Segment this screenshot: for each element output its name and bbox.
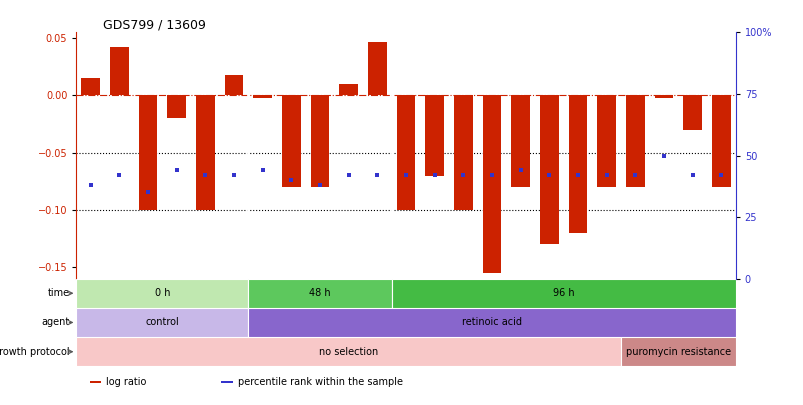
Bar	[282, 96, 300, 187]
Text: agent: agent	[42, 318, 70, 328]
Bar	[310, 96, 329, 187]
Bar	[568, 96, 586, 233]
Bar	[81, 78, 100, 96]
Text: time: time	[47, 288, 70, 298]
Bar	[89, 381, 101, 383]
Text: log ratio: log ratio	[106, 377, 146, 387]
Bar	[425, 96, 443, 175]
Bar	[626, 96, 644, 187]
Bar	[597, 96, 615, 187]
Text: percentile rank within the sample: percentile rank within the sample	[238, 377, 402, 387]
Text: retinoic acid: retinoic acid	[462, 318, 521, 328]
Bar	[396, 96, 415, 210]
Bar	[540, 96, 558, 244]
Bar	[196, 96, 214, 210]
Bar	[76, 337, 620, 367]
Bar	[139, 96, 157, 210]
Text: growth protocol: growth protocol	[0, 347, 70, 357]
Bar	[248, 308, 735, 337]
Bar	[253, 96, 271, 98]
Bar	[110, 47, 128, 96]
Bar	[711, 96, 730, 187]
Bar	[511, 96, 529, 187]
Text: puromycin resistance: puromycin resistance	[625, 347, 730, 357]
Bar	[248, 279, 391, 308]
Bar	[454, 96, 472, 210]
Bar	[167, 96, 185, 118]
Text: 0 h: 0 h	[154, 288, 170, 298]
Text: control: control	[145, 318, 179, 328]
Bar	[391, 279, 735, 308]
Text: no selection: no selection	[319, 347, 378, 357]
Text: GDS799 / 13609: GDS799 / 13609	[103, 18, 206, 31]
Bar	[620, 337, 735, 367]
Bar	[76, 308, 248, 337]
Bar	[221, 381, 233, 383]
Text: 96 h: 96 h	[552, 288, 574, 298]
Bar	[482, 96, 501, 273]
Bar	[76, 279, 248, 308]
Bar	[339, 84, 357, 96]
Text: 48 h: 48 h	[309, 288, 330, 298]
Bar	[654, 96, 672, 98]
Bar	[224, 75, 243, 96]
Bar	[683, 96, 701, 130]
Bar	[368, 42, 386, 96]
